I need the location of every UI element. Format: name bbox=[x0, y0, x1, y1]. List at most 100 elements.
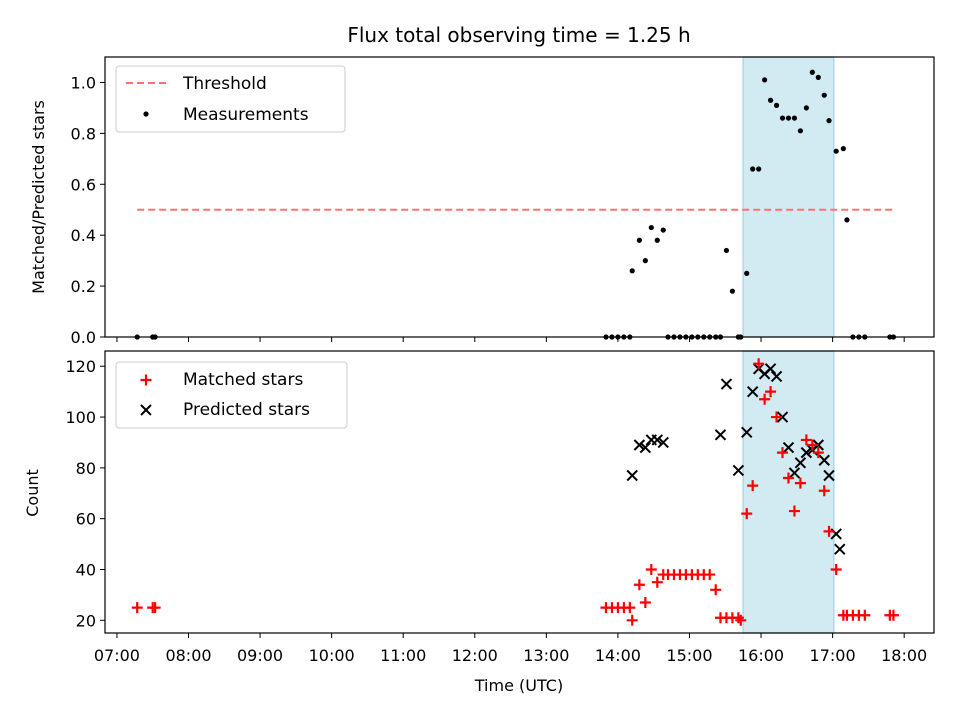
legend-predicted-label: Predicted stars bbox=[183, 400, 310, 420]
predicted-star-point bbox=[812, 439, 825, 451]
bottom-ytick-label: 60 bbox=[76, 510, 96, 529]
predicted-star-point bbox=[776, 411, 789, 423]
top-ytick-label: 0.8 bbox=[71, 124, 96, 143]
bottom-plot-frame bbox=[104, 350, 935, 634]
measurement-point bbox=[642, 258, 648, 264]
bottom-xtick-label: 17:00 bbox=[810, 646, 856, 665]
measurement-point bbox=[773, 102, 780, 108]
measurement-point bbox=[840, 146, 846, 152]
measurement-point bbox=[750, 166, 756, 172]
predicted-star-point bbox=[626, 469, 638, 482]
measurement-point bbox=[844, 217, 850, 223]
bottom-xtick-label: 07:00 bbox=[94, 646, 140, 665]
top-ytick-label: 0.6 bbox=[71, 175, 96, 194]
matched-star-point bbox=[800, 434, 812, 446]
top-legend: Threshold Measurements bbox=[115, 65, 346, 133]
matched-star-point bbox=[633, 579, 645, 591]
predicted-star-point bbox=[823, 469, 835, 482]
highlight-band bbox=[742, 350, 835, 634]
bottom-xtick-label: 08:00 bbox=[165, 646, 211, 665]
predicted-star-point bbox=[639, 441, 652, 454]
measurement-point bbox=[654, 237, 660, 243]
predicted-star-point bbox=[633, 439, 646, 451]
matched-star-point bbox=[771, 411, 783, 423]
measurement-point bbox=[660, 227, 666, 233]
top-ytick-label: 0.0 bbox=[71, 328, 96, 347]
chart-title: Flux total observing time = 1.25 h bbox=[347, 23, 690, 47]
matched-star-point bbox=[645, 563, 657, 575]
matched-star-point bbox=[710, 584, 722, 596]
measurement-point bbox=[629, 268, 635, 274]
legend-matched-label: Matched stars bbox=[183, 370, 303, 390]
predicted-star-point bbox=[714, 429, 727, 441]
measurement-point bbox=[826, 118, 832, 124]
top-ytick-label: 1.0 bbox=[71, 73, 96, 92]
measurement-point bbox=[779, 115, 786, 121]
matched-star-point bbox=[859, 609, 871, 621]
matched-star-point bbox=[823, 525, 835, 537]
matched-star-point bbox=[704, 569, 716, 581]
matched-star-point bbox=[830, 563, 842, 575]
matched-star-point bbox=[812, 447, 824, 459]
bottom-ytick-label: 20 bbox=[76, 611, 96, 630]
measurement-point bbox=[821, 92, 827, 98]
measurement-point bbox=[648, 224, 654, 231]
predicted-star-point bbox=[720, 378, 733, 390]
top-panel: 0.0 0.2 0.4 0.6 0.8 1.0 Matched/Predicted sta… bbox=[29, 56, 935, 347]
predicted-star-point bbox=[818, 454, 830, 466]
measurement-point bbox=[785, 115, 792, 121]
matched-star-point bbox=[788, 505, 800, 517]
matched-star-point bbox=[777, 447, 789, 459]
predicted-star-point bbox=[732, 464, 745, 477]
bottom-xtick-label: 14:00 bbox=[595, 646, 641, 665]
bottom-xtick-label: 09:00 bbox=[237, 646, 283, 665]
bottom-xtick-label: 15:00 bbox=[666, 646, 712, 665]
legend-measurements-swatch bbox=[143, 111, 149, 117]
measurement-point bbox=[833, 148, 839, 154]
measurement-point bbox=[815, 74, 821, 80]
matched-star-point bbox=[818, 485, 830, 497]
predicted-star-point bbox=[741, 426, 753, 439]
bottom-ytick-label: 40 bbox=[76, 560, 96, 579]
predicted-star-point bbox=[657, 436, 669, 449]
matched-star-point bbox=[794, 477, 806, 489]
measurement-point bbox=[723, 247, 730, 254]
bottom-xtick-label: 11:00 bbox=[380, 646, 426, 665]
matched-star-point bbox=[887, 609, 899, 621]
legend-predicted-swatch bbox=[140, 404, 152, 416]
matched-star-point bbox=[735, 614, 747, 626]
measurement-point bbox=[756, 166, 762, 172]
matched-star-point bbox=[782, 472, 794, 484]
legend-threshold-label: Threshold bbox=[182, 74, 267, 94]
measurement-point bbox=[744, 270, 750, 276]
matched-star-point bbox=[765, 386, 777, 398]
legend-matched-swatch bbox=[140, 374, 152, 386]
bottom-ylabel: Count bbox=[23, 469, 42, 517]
matched-star-point bbox=[149, 602, 161, 614]
highlight-band bbox=[742, 56, 835, 338]
bottom-xtick-label: 18:00 bbox=[881, 646, 927, 665]
bottom-legend: Matched stars Predicted stars bbox=[115, 361, 348, 429]
legend-box bbox=[115, 361, 348, 429]
bottom-ytick-label: 120 bbox=[65, 357, 96, 376]
predicted-star-point bbox=[746, 385, 759, 398]
matched-star-point bbox=[759, 393, 771, 405]
measurement-point bbox=[797, 128, 804, 134]
predicted-star-point bbox=[794, 457, 807, 469]
measurement-point bbox=[767, 97, 774, 103]
predicted-star-point bbox=[770, 370, 783, 383]
bottom-xlabel: Time (UTC) bbox=[474, 676, 563, 695]
matched-star-point bbox=[753, 358, 765, 370]
bottom-ytick-label: 80 bbox=[76, 459, 96, 478]
matched-star-point bbox=[806, 439, 818, 451]
top-ytick-label: 0.4 bbox=[71, 226, 96, 245]
predicted-star-point bbox=[834, 543, 846, 555]
measurement-point bbox=[762, 77, 768, 83]
predicted-star-point bbox=[764, 363, 777, 375]
bottom-panel: 20 40 60 80 100 120 07:00 08:00 09:00 10:00 11:00… bbox=[23, 350, 935, 695]
measurement-point bbox=[809, 69, 815, 75]
predicted-star-point bbox=[800, 446, 813, 459]
measurement-point bbox=[636, 237, 642, 243]
predicted-star-point bbox=[651, 434, 663, 446]
